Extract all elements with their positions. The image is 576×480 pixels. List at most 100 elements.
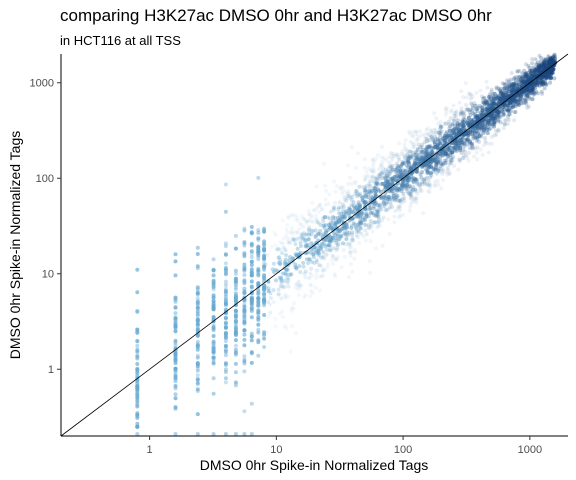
data-point: [313, 228, 318, 233]
data-point: [305, 244, 310, 249]
data-point: [195, 353, 200, 358]
data-point: [551, 70, 555, 75]
data-point: [433, 183, 438, 188]
data-point: [432, 157, 437, 162]
data-point: [525, 70, 530, 75]
data-point: [427, 133, 432, 138]
data-point: [360, 198, 365, 203]
data-point: [339, 205, 344, 210]
data-point: [385, 197, 390, 202]
data-point: [286, 284, 291, 289]
data-point: [370, 170, 375, 175]
data-point: [439, 125, 444, 130]
data-point: [303, 293, 308, 298]
data-point: [376, 209, 381, 214]
data-point: [322, 225, 327, 230]
data-point: [249, 273, 254, 278]
data-point: [371, 220, 376, 225]
data-point: [256, 292, 261, 296]
data-point: [399, 183, 404, 188]
data-point: [341, 212, 346, 217]
data-point: [233, 299, 238, 304]
data-point: [403, 138, 408, 142]
data-point: [445, 152, 450, 157]
data-point: [272, 230, 277, 235]
data-point: [398, 173, 402, 177]
data-point: [413, 177, 418, 182]
data-point: [500, 94, 505, 99]
data-point: [533, 67, 538, 72]
data-point: [438, 124, 443, 129]
data-point: [446, 119, 451, 124]
data-point: [462, 144, 467, 149]
data-point: [347, 206, 351, 211]
data-point: [354, 226, 359, 231]
data-point: [242, 251, 247, 256]
data-point: [435, 143, 440, 148]
data-point: [437, 130, 442, 135]
data-point: [332, 222, 337, 226]
data-point: [467, 139, 472, 144]
data-point: [438, 125, 443, 130]
data-point: [505, 85, 510, 90]
data-point: [407, 155, 412, 160]
data-point: [398, 164, 403, 169]
data-point: [256, 311, 261, 316]
data-point: [390, 176, 395, 181]
data-point: [256, 318, 261, 323]
data-point: [297, 227, 302, 232]
data-point: [420, 142, 425, 147]
data-point: [494, 106, 499, 111]
data-point: [411, 145, 416, 150]
data-point: [249, 279, 254, 284]
data-point: [457, 157, 462, 162]
data-point: [271, 300, 276, 304]
data-point: [509, 105, 514, 110]
data-point: [480, 108, 485, 113]
data-point: [493, 97, 498, 102]
data-point: [547, 57, 552, 62]
data-point: [262, 336, 267, 341]
data-point: [289, 213, 294, 218]
data-point: [357, 220, 362, 225]
data-point: [319, 255, 324, 260]
data-point: [262, 247, 267, 252]
data-point: [318, 274, 323, 279]
data-point: [448, 171, 452, 176]
data-point: [357, 205, 362, 210]
data-point: [262, 300, 267, 305]
data-point: [343, 211, 348, 216]
data-point: [329, 258, 334, 263]
data-point: [262, 261, 267, 265]
data-point: [524, 62, 528, 67]
data-point: [195, 292, 200, 297]
data-point: [223, 251, 228, 256]
data-point: [546, 54, 551, 59]
data-point: [383, 167, 388, 172]
data-point: [459, 89, 464, 94]
data-point: [525, 74, 530, 79]
data-point: [428, 175, 433, 180]
data-point: [457, 143, 462, 148]
data-point: [493, 91, 497, 96]
data-point: [520, 79, 525, 84]
data-point: [451, 155, 456, 160]
data-point: [242, 278, 247, 283]
data-point: [286, 236, 291, 241]
data-point: [374, 176, 378, 181]
data-point: [349, 210, 354, 215]
data-point: [316, 248, 321, 253]
data-point: [318, 232, 323, 237]
data-point: [195, 373, 200, 378]
data-point: [397, 215, 402, 220]
data-point: [211, 278, 216, 283]
data-point: [487, 107, 492, 112]
data-point: [457, 159, 462, 164]
data-point: [358, 226, 363, 231]
data-point: [513, 100, 518, 105]
data-point: [378, 162, 383, 167]
data-point: [488, 94, 493, 99]
data-point: [453, 126, 458, 131]
data-point: [369, 168, 374, 173]
data-point: [262, 345, 267, 349]
